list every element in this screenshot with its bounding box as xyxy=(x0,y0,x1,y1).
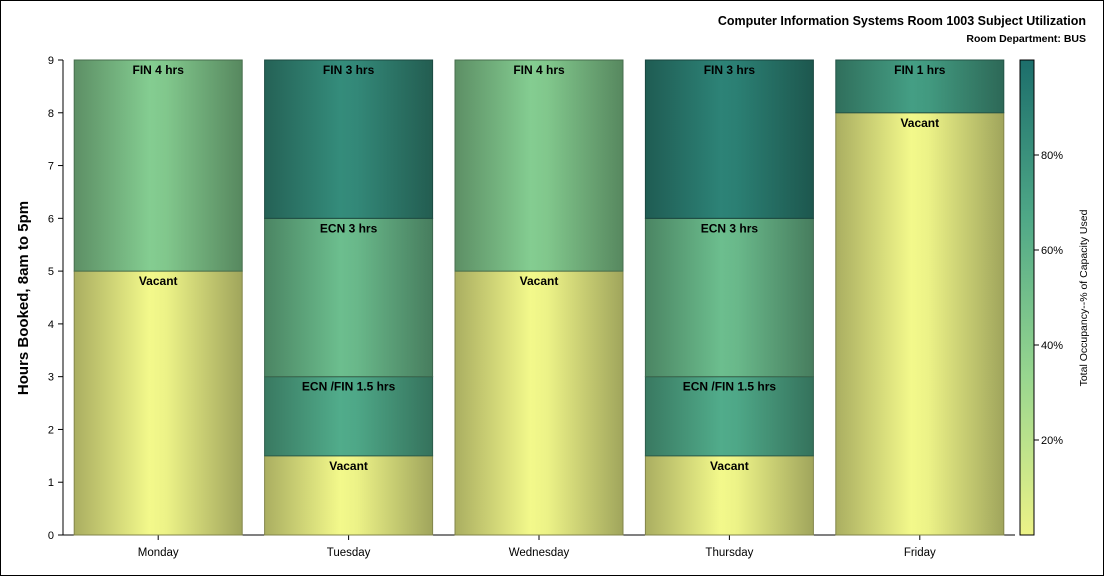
x-tick-label: Monday xyxy=(138,547,179,559)
bar-segment-label: FIN 4 hrs xyxy=(133,63,185,77)
y-tick-label: 1 xyxy=(48,477,54,489)
bar-segment xyxy=(454,270,624,536)
y-tick-label: 9 xyxy=(48,55,54,67)
bar-segment xyxy=(644,59,814,219)
bar-segment-label: Vacant xyxy=(900,116,939,130)
y-tick-label: 6 xyxy=(48,213,54,225)
bar-segment-label: ECN /FIN 1.5 hrs xyxy=(683,380,777,394)
bar-segment-label: FIN 4 hrs xyxy=(513,63,565,77)
colorbar-label: Total Occupancy--% of Capacity Used xyxy=(1078,209,1090,386)
colorbar-ramp xyxy=(1019,59,1035,536)
bar-segment-label: Vacant xyxy=(710,459,749,473)
bar-segment xyxy=(644,376,814,457)
colorbar-tick-label: 40% xyxy=(1041,340,1063,352)
bar-segment xyxy=(264,455,434,536)
colorbar-tick-label: 80% xyxy=(1041,150,1063,162)
x-tick-label: Tuesday xyxy=(327,547,371,559)
y-tick-label: 3 xyxy=(48,372,54,384)
y-tick-label: 5 xyxy=(48,266,54,278)
y-tick-label: 2 xyxy=(48,424,54,436)
x-tick-label: Thursday xyxy=(705,547,753,559)
bar-segment xyxy=(73,59,243,272)
bar-segment xyxy=(644,217,814,378)
bar-segment-label: ECN /FIN 1.5 hrs xyxy=(302,380,396,394)
y-tick-label: 8 xyxy=(48,108,54,120)
bar-segment-label: Vacant xyxy=(520,274,559,288)
colorbar-tick-label: 20% xyxy=(1041,435,1063,447)
y-tick-label: 4 xyxy=(48,319,54,331)
x-tick-label: Friday xyxy=(904,547,936,559)
bar-segment xyxy=(264,376,434,457)
bar-segment xyxy=(644,455,814,536)
bar-segment-label: Vacant xyxy=(139,274,178,288)
bar-segment-label: FIN 3 hrs xyxy=(704,63,756,77)
bar-segment-label: FIN 1 hrs xyxy=(894,63,946,77)
colorbar: 20% 40% 60% 80% xyxy=(1019,59,1063,536)
x-tick-label: Wednesday xyxy=(509,547,570,559)
bar-segment xyxy=(835,112,1005,536)
chart-title: Computer Information Systems Room 1003 S… xyxy=(718,14,1086,28)
y-tick-label: 7 xyxy=(48,161,54,173)
bar-segment-label: FIN 3 hrs xyxy=(323,63,375,77)
bar-segment-label: Vacant xyxy=(329,459,368,473)
chart-subtitle: Room Department: BUS xyxy=(966,33,1086,45)
bar-segment xyxy=(73,270,243,536)
bar-segment xyxy=(454,59,624,272)
plot-area: 0 1 2 3 4 5 6 7 8 9 Monday Vacant FIN 4 hrs Tuesday Va… xyxy=(48,55,1015,559)
bar-segment xyxy=(835,59,1005,114)
bar-segment-label: ECN 3 hrs xyxy=(320,221,378,235)
bar-segment xyxy=(264,217,434,378)
bar-segment-label: ECN 3 hrs xyxy=(701,221,759,235)
bar-segment xyxy=(264,59,434,219)
y-tick-label: 0 xyxy=(48,530,54,542)
y-axis-label: Hours Booked, 8am to 5pm xyxy=(15,201,32,395)
colorbar-tick-label: 60% xyxy=(1041,245,1063,257)
